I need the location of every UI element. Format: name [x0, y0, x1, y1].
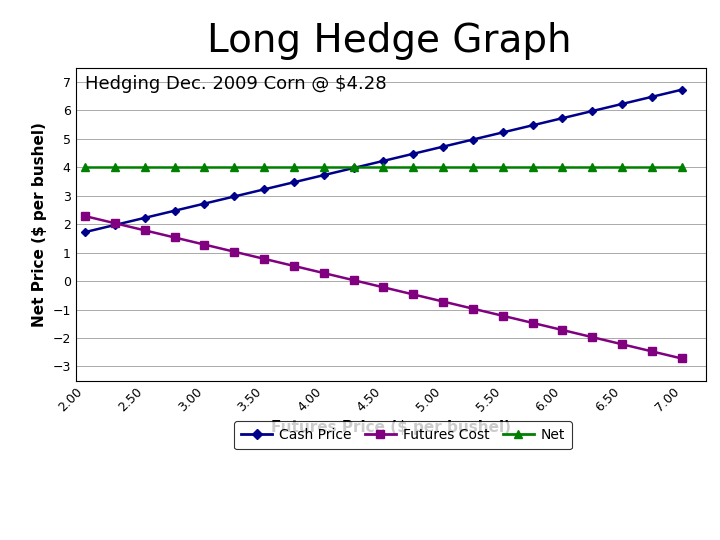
Futures Cost — [498, 313, 507, 319]
Cash Price — [409, 151, 418, 157]
Cash Price — [81, 229, 89, 235]
Cash Price — [111, 222, 120, 228]
Net — [678, 164, 686, 171]
Net — [320, 164, 328, 171]
Futures Cost — [469, 306, 477, 312]
X-axis label: Futures Price ($ per bushel): Futures Price ($ per bushel) — [271, 420, 510, 435]
Futures Cost — [349, 277, 358, 284]
Futures Cost — [171, 234, 179, 241]
Text: Long Hedge Graph: Long Hedge Graph — [207, 22, 571, 59]
Net — [558, 164, 567, 171]
Cash Price — [171, 207, 179, 214]
Net — [469, 164, 477, 171]
Futures Cost — [289, 263, 298, 269]
Net — [200, 164, 209, 171]
Futures Cost — [558, 327, 567, 333]
Net — [588, 164, 597, 171]
Legend: Cash Price, Futures Cost, Net: Cash Price, Futures Cost, Net — [235, 421, 572, 449]
Line: Net: Net — [81, 163, 685, 171]
Text: Iowa State University: Iowa State University — [13, 476, 229, 494]
Cash Price — [200, 200, 209, 207]
Cash Price — [230, 193, 238, 200]
Net — [349, 164, 358, 171]
Cash Price — [349, 165, 358, 171]
Net — [230, 164, 238, 171]
Futures Cost — [438, 298, 447, 305]
Cash Price — [379, 158, 388, 164]
Cash Price — [647, 93, 656, 100]
Futures Cost — [320, 270, 328, 276]
Net — [379, 164, 388, 171]
Net — [498, 164, 507, 171]
Line: Futures Cost: Futures Cost — [81, 212, 685, 362]
Net — [111, 164, 120, 171]
Cash Price — [140, 214, 149, 221]
Net — [528, 164, 537, 171]
Cash Price — [678, 86, 686, 93]
Text: Hedging Dec. 2009 Corn @ $4.28: Hedging Dec. 2009 Corn @ $4.28 — [85, 75, 387, 93]
Futures Cost — [230, 248, 238, 255]
Net — [647, 164, 656, 171]
Cash Price — [618, 100, 626, 107]
Net — [81, 164, 89, 171]
Cash Price — [260, 186, 269, 193]
Futures Cost — [678, 355, 686, 362]
Futures Cost — [528, 320, 537, 326]
Net — [171, 164, 179, 171]
Line: Cash Price: Cash Price — [82, 86, 685, 235]
Futures Cost — [260, 255, 269, 262]
Futures Cost — [588, 334, 597, 340]
Cash Price — [438, 144, 447, 150]
Y-axis label: Net Price ($ per bushel): Net Price ($ per bushel) — [32, 122, 47, 327]
Futures Cost — [140, 227, 149, 234]
Cash Price — [588, 108, 597, 114]
Cash Price — [289, 179, 298, 185]
Net — [618, 164, 626, 171]
Futures Cost — [409, 291, 418, 298]
Cash Price — [558, 115, 567, 122]
Net — [289, 164, 298, 171]
Net — [140, 164, 149, 171]
Cash Price — [528, 122, 537, 129]
Cash Price — [498, 129, 507, 136]
Futures Cost — [379, 284, 388, 291]
Net — [260, 164, 269, 171]
Futures Cost — [81, 213, 89, 219]
Text: Econ 338C, Spring 2009: Econ 338C, Spring 2009 — [13, 511, 155, 524]
Futures Cost — [618, 341, 626, 348]
Futures Cost — [111, 220, 120, 226]
Net — [438, 164, 447, 171]
Futures Cost — [647, 348, 656, 355]
Net — [409, 164, 418, 171]
Cash Price — [320, 172, 328, 178]
Futures Cost — [200, 241, 209, 248]
Cash Price — [469, 136, 477, 143]
